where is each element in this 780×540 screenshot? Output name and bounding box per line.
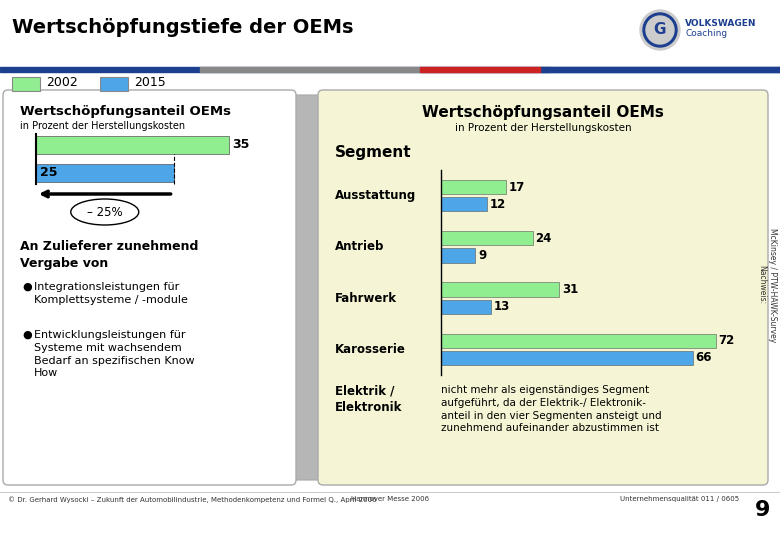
Bar [441, 231, 533, 246]
Text: An Zulieferer zunehmend
Vergabe von: An Zulieferer zunehmend Vergabe von [20, 240, 198, 270]
Bar [420, 67, 540, 72]
Circle shape [640, 10, 680, 50]
Text: Integrationsleistungen für
Komplettsysteme / -module: Integrationsleistungen für Komplettsyste… [34, 282, 188, 305]
Text: nicht mehr als eigenständiges Segment
aufgeführt, da der Elektrik-/ Elektronik-
: nicht mehr als eigenständiges Segment au… [441, 385, 661, 434]
Text: 9: 9 [754, 500, 770, 520]
Text: 2015: 2015 [134, 77, 165, 90]
Text: 17: 17 [509, 180, 525, 193]
Text: ●: ● [22, 330, 32, 340]
Text: Coaching: Coaching [685, 30, 727, 38]
Bar [12, 77, 40, 91]
Text: G: G [654, 23, 666, 37]
FancyBboxPatch shape [3, 90, 296, 485]
Text: 31: 31 [562, 283, 579, 296]
Text: Ausstattung: Ausstattung [335, 189, 417, 202]
Circle shape [646, 16, 674, 44]
Text: – 25%: – 25% [87, 206, 122, 219]
Bar [441, 180, 505, 194]
Text: 12: 12 [490, 198, 506, 211]
Text: Hannover Messe 2006: Hannover Messe 2006 [351, 496, 429, 502]
Text: 13: 13 [494, 300, 510, 313]
Text: Antrieb: Antrieb [335, 240, 385, 253]
Text: Segment: Segment [335, 145, 412, 160]
Text: Fahrwerk: Fahrwerk [335, 292, 397, 305]
Text: Wertschöpfungstiefe der OEMs: Wertschöpfungstiefe der OEMs [12, 18, 353, 37]
Text: Wertschöpfungsanteil OEMs: Wertschöpfungsanteil OEMs [422, 105, 664, 120]
Text: Nachweis:: Nachweis: [757, 266, 767, 305]
Text: Karosserie: Karosserie [335, 343, 406, 356]
Text: 72: 72 [718, 334, 735, 347]
Bar [100, 77, 128, 91]
Bar [540, 67, 780, 72]
Text: 2002: 2002 [46, 77, 78, 90]
Text: ●: ● [22, 282, 32, 292]
Text: 25: 25 [40, 166, 58, 179]
Text: Elektrik /
Elektronik: Elektrik / Elektronik [335, 385, 402, 414]
Text: Unternehmensqualität 011 / 0605: Unternehmensqualität 011 / 0605 [620, 496, 739, 502]
Text: VOLKSWAGEN: VOLKSWAGEN [685, 19, 757, 29]
Text: © Dr. Gerhard Wysocki – Zukunft der Automobilindustrie, Methodenkompetenz und Fo: © Dr. Gerhard Wysocki – Zukunft der Auto… [8, 496, 377, 503]
Text: in Prozent der Herstellungskosten: in Prozent der Herstellungskosten [20, 121, 185, 131]
Text: Entwicklungsleistungen für
Systeme mit wachsendem
Bedarf an spezifischen Know
Ho: Entwicklungsleistungen für Systeme mit w… [34, 330, 195, 379]
FancyBboxPatch shape [318, 90, 768, 485]
Circle shape [643, 13, 677, 47]
Bar [36, 136, 229, 154]
Text: 66: 66 [696, 352, 712, 365]
Bar [441, 197, 487, 212]
Text: 24: 24 [536, 232, 552, 245]
Bar [441, 351, 693, 365]
Bar [441, 334, 715, 348]
Bar [36, 164, 173, 182]
Text: Wertschöpfungsanteil OEMs: Wertschöpfungsanteil OEMs [20, 105, 231, 118]
Text: 35: 35 [232, 138, 250, 152]
Bar [441, 300, 491, 314]
Bar [200, 67, 550, 72]
Bar [0, 67, 780, 72]
Ellipse shape [71, 199, 139, 225]
Bar [441, 282, 559, 296]
Text: in Prozent der Herstellungskosten: in Prozent der Herstellungskosten [455, 123, 631, 133]
Polygon shape [288, 95, 328, 480]
Text: 9: 9 [478, 249, 487, 262]
Bar [441, 248, 475, 262]
Text: McKinsey / PTW-HAWK-Survey: McKinsey / PTW-HAWK-Survey [768, 228, 777, 342]
